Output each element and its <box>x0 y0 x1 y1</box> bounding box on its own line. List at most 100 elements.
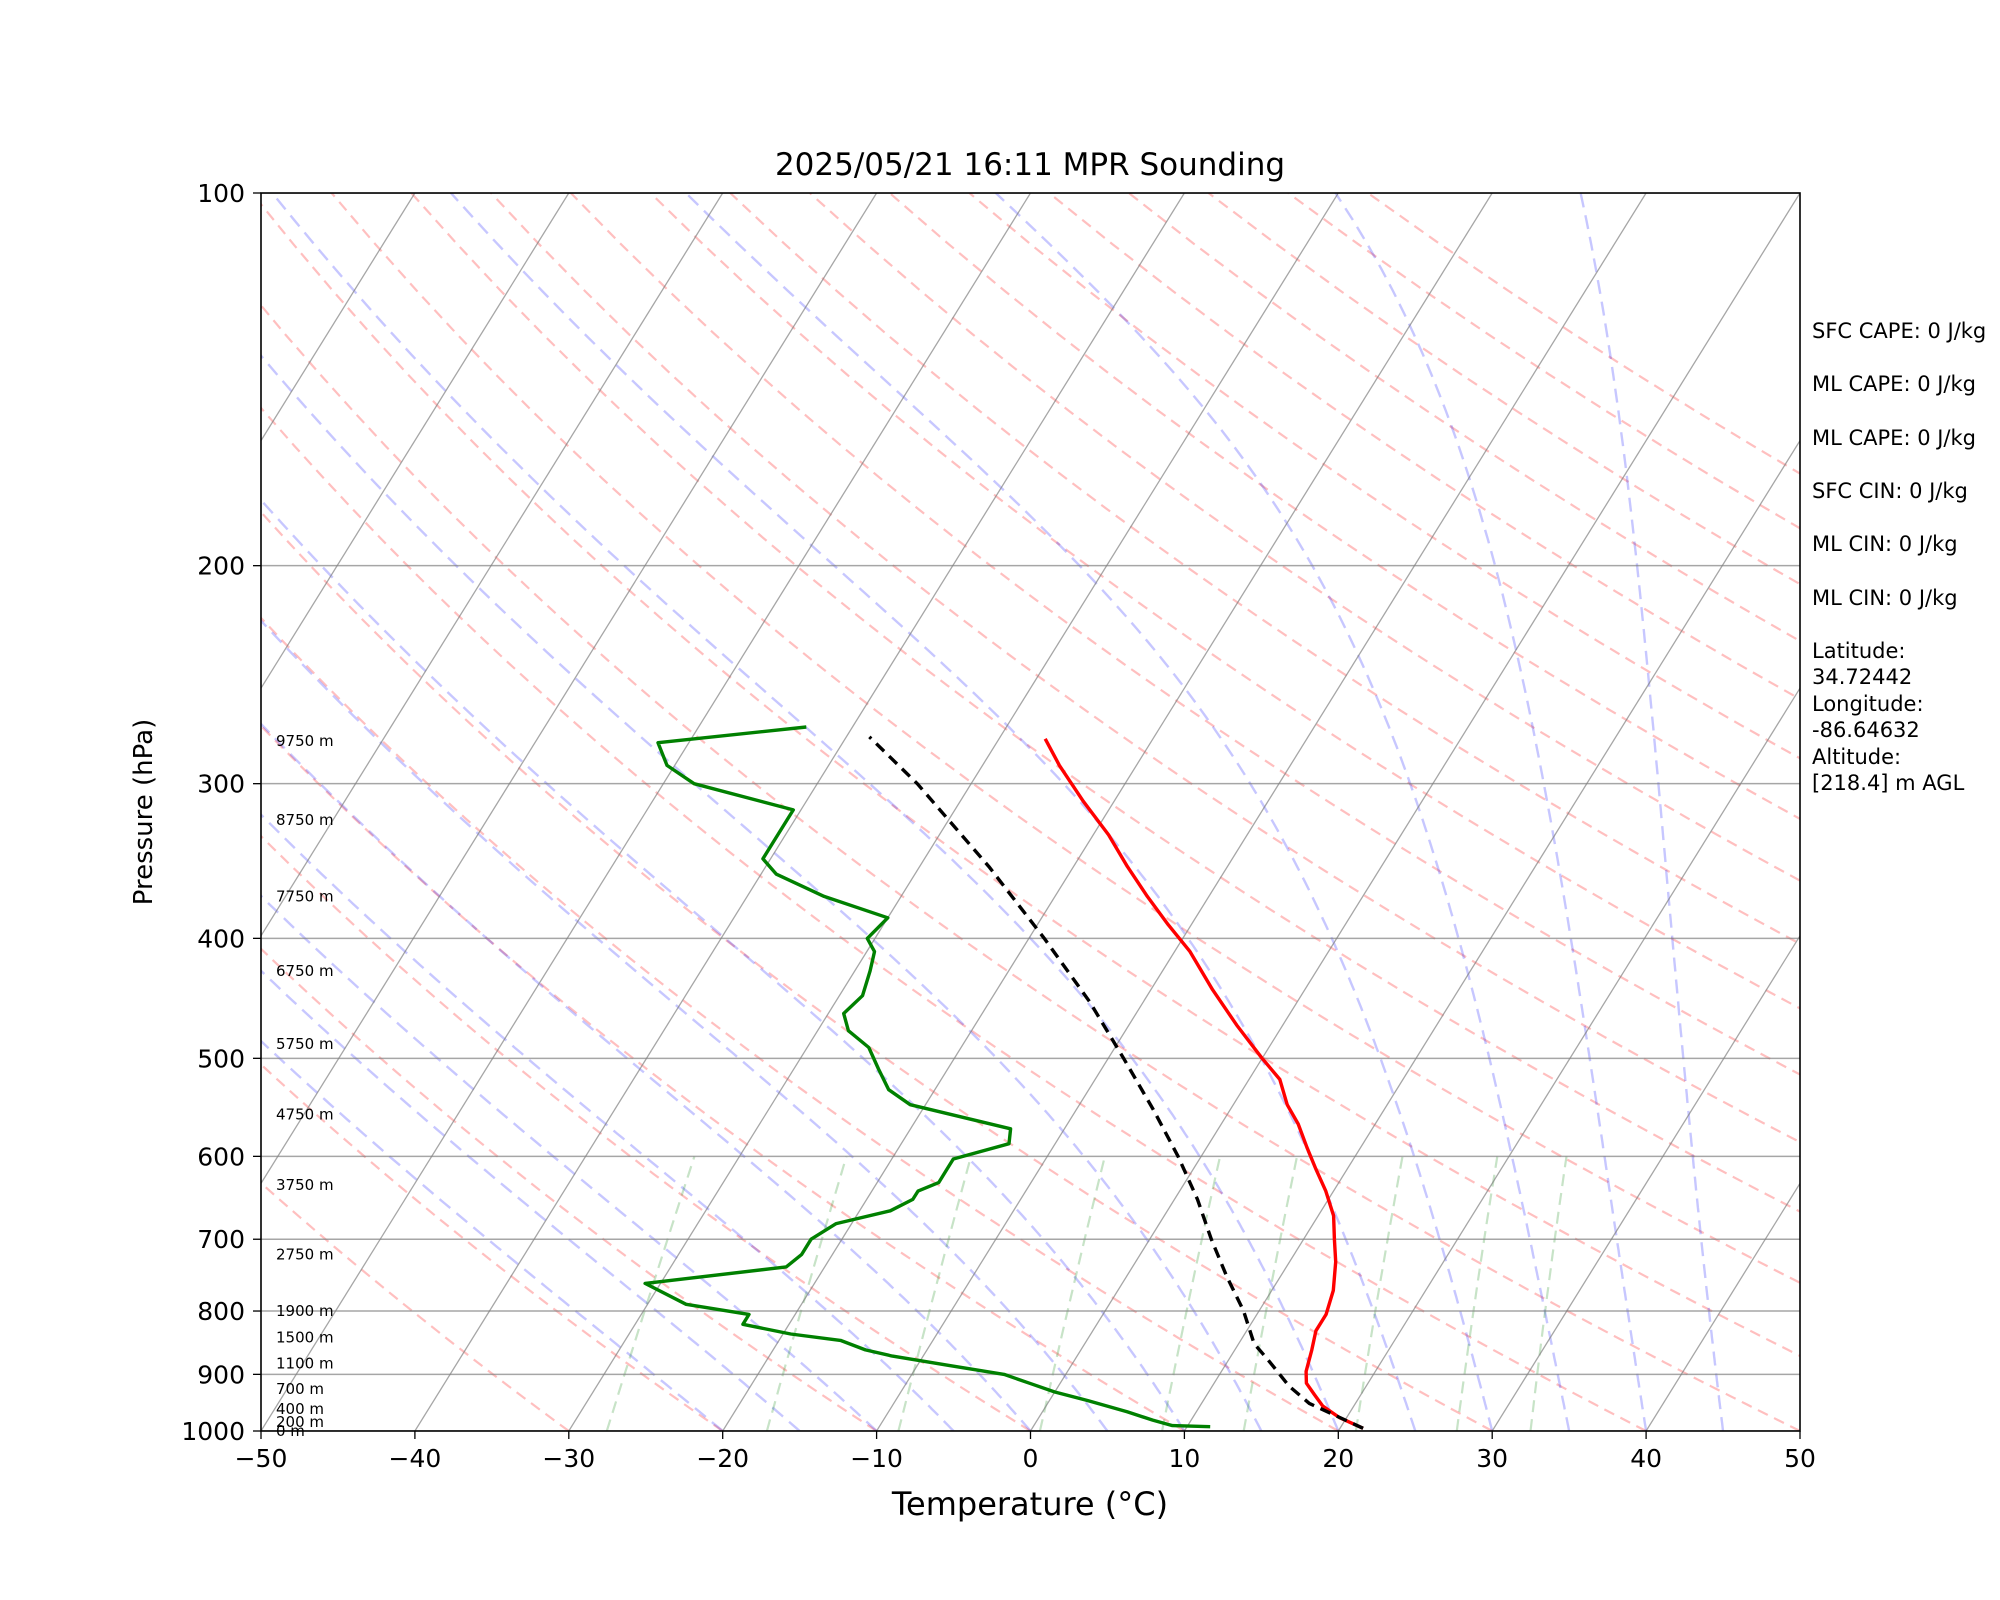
mixing-ratio-line <box>1455 1156 1499 1431</box>
dry-adiabat-line <box>729 193 1800 946</box>
y-tick-label: 600 <box>197 1142 245 1171</box>
height-label: 200 m <box>276 1413 324 1431</box>
dry-adiabat-line <box>261 510 1493 1431</box>
height-label: 7750 m <box>276 887 334 905</box>
x-tick-label: 0 <box>1023 1444 1039 1473</box>
stat-line: ML CAPE: 0 J/kg <box>1812 425 1977 450</box>
isotherm-line <box>568 193 1339 1431</box>
height-label: 1500 m <box>276 1328 334 1346</box>
isotherm-line <box>1029 193 1800 1431</box>
height-label: 700 m <box>276 1380 324 1398</box>
dewpoint-profile-line <box>643 725 1211 1429</box>
stat-line: Longitude: -86.64632 <box>1812 692 1924 743</box>
isotherm-line <box>261 193 724 938</box>
dry-adiabat-line <box>1048 193 1800 701</box>
x-tick-label: −10 <box>850 1444 903 1473</box>
dry-adiabat-line <box>261 202 1800 1358</box>
moist-adiabat-line <box>685 193 1494 1431</box>
mixing-ratio-line <box>897 1156 973 1431</box>
isotherm-line <box>1183 439 1800 1431</box>
y-axis-label: Pressure (hPa) <box>129 719 159 906</box>
y-tick-label: 800 <box>197 1297 245 1326</box>
stat-line: SFC CIN: 0 J/kg <box>1812 478 1968 503</box>
dry-adiabat-line <box>261 724 1185 1431</box>
isotherm-line <box>876 193 1647 1431</box>
moist-adiabat-line <box>261 1039 724 1431</box>
moist-adiabat-line <box>261 353 1263 1431</box>
moist-adiabat-line <box>1579 193 1725 1431</box>
dry-adiabat-line <box>261 1181 570 1431</box>
height-label: 6750 m <box>276 962 334 980</box>
dry-adiabat-line <box>410 193 1800 1213</box>
height-label: 8750 m <box>276 811 334 829</box>
stat-line: Latitude: 34.72442 <box>1812 638 1913 689</box>
height-label: 2750 m <box>276 1245 334 1263</box>
x-tick-label: −50 <box>235 1444 288 1473</box>
y-tick-label: 200 <box>197 552 245 581</box>
dry-adiabat-line <box>888 193 1800 821</box>
moist-adiabat-line <box>261 618 1109 1431</box>
moist-adiabat-line <box>261 812 955 1431</box>
isotherm-line <box>1645 1182 1800 1431</box>
isotherm-line <box>1337 686 1800 1431</box>
dry-adiabat-line <box>261 616 1339 1431</box>
mixing-ratio-line <box>765 1156 848 1431</box>
y-tick-label: 300 <box>197 770 245 799</box>
stat-line: ML CIN: 0 J/kg <box>1812 585 1958 610</box>
height-label: 3750 m <box>276 1176 334 1194</box>
x-tick-label: −30 <box>542 1444 595 1473</box>
temperature-profile-line <box>1043 737 1364 1430</box>
moist-adiabat-line <box>450 193 1417 1431</box>
isotherm-line <box>1491 934 1800 1431</box>
dry-adiabat-line <box>809 193 1800 882</box>
parcel-profile-profile-line <box>868 735 1364 1430</box>
dry-adiabat-line <box>330 193 1800 1284</box>
mixing-ratio-line <box>605 1156 696 1431</box>
dry-adiabat-line <box>261 303 1800 1431</box>
moist-adiabat-line <box>994 193 1571 1431</box>
height-label: 400 m <box>276 1400 324 1418</box>
dry-adiabat-line <box>649 193 1800 1010</box>
isotherm-line <box>0 193 107 1431</box>
isotherm-line <box>261 193 878 1185</box>
x-tick-label: 40 <box>1630 1444 1662 1473</box>
isotherm-line <box>261 193 570 690</box>
mixing-ratio-line <box>1161 1156 1222 1431</box>
y-tick-label: 900 <box>197 1360 245 1389</box>
x-tick-label: 30 <box>1476 1444 1508 1473</box>
dry-adiabat-line <box>261 947 878 1431</box>
stat-line: Altitude: [218.4] m AGL <box>1812 745 1965 796</box>
moist-adiabat-line <box>261 894 878 1431</box>
moist-adiabat-line <box>261 969 801 1431</box>
stat-line: SFC CAPE: 0 J/kg <box>1812 319 1987 343</box>
height-label: 1900 m <box>276 1302 334 1320</box>
y-tick-label: 700 <box>197 1225 245 1254</box>
x-tick-label: 20 <box>1322 1444 1354 1473</box>
isotherm-line <box>414 193 1185 1431</box>
y-tick-label: 500 <box>197 1044 245 1073</box>
y-tick-label: 100 <box>197 179 245 208</box>
dry-adiabat-line <box>261 406 1647 1431</box>
x-tick-label: −20 <box>696 1444 749 1473</box>
moist-adiabat-line <box>1334 193 1648 1431</box>
chart-title: 2025/05/21 16:11 MPR Sounding <box>775 147 1285 183</box>
moist-adiabat-line <box>261 722 1032 1431</box>
height-label: 1100 m <box>276 1354 334 1372</box>
y-tick-label: 1000 <box>181 1417 245 1446</box>
x-tick-label: 50 <box>1784 1444 1816 1473</box>
moist-adiabat-line <box>261 498 1186 1431</box>
dry-adiabat-line <box>490 193 1800 1144</box>
height-label: 5750 m <box>276 1035 334 1053</box>
x-axis-label: Temperature (°C) <box>891 1485 1168 1523</box>
stat-line: ML CIN: 0 J/kg <box>1812 532 1958 557</box>
y-tick-label: 400 <box>197 924 245 953</box>
isotherm-line <box>261 193 416 442</box>
dry-adiabat-line <box>261 1062 724 1431</box>
height-label: 9750 m <box>276 732 334 750</box>
dry-adiabat-line <box>261 834 1032 1431</box>
dry-adiabat-line <box>570 193 1800 1076</box>
height-label: 4750 m <box>276 1105 334 1123</box>
isotherm-line <box>261 193 1032 1431</box>
isotherm-line <box>722 193 1493 1431</box>
